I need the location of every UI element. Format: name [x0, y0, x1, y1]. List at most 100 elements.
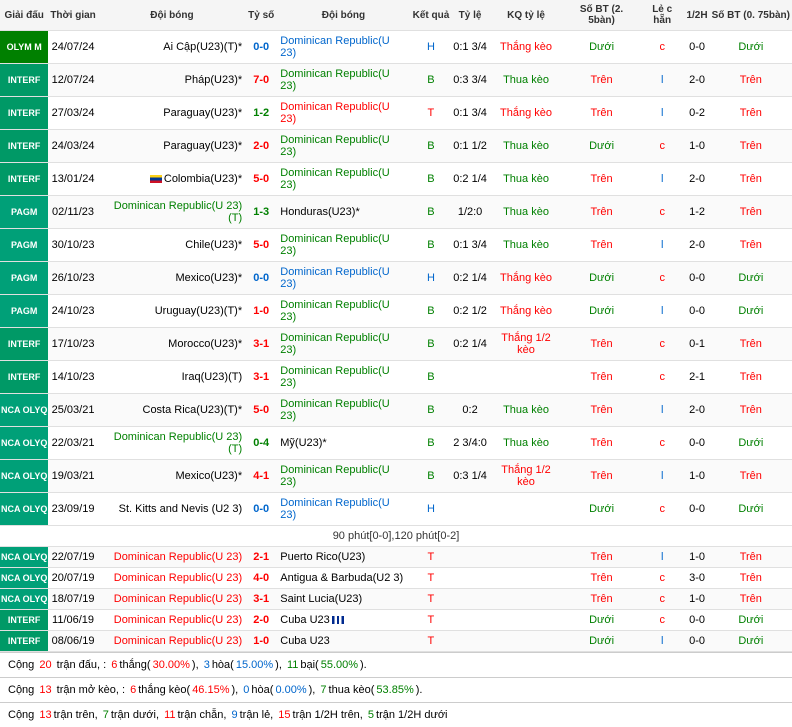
oddeven-cell: l [640, 547, 685, 568]
col-header-11[interactable]: Số BT (0. 75bàn) [710, 0, 792, 31]
home-team[interactable]: Dominican Republic(U 23)(T) [98, 196, 246, 229]
match-row[interactable]: PAGM26/10/23Mexico(U23)*0-0Dominican Rep… [0, 262, 792, 295]
match-row[interactable]: NCA OLYQ25/03/21Costa Rica(U23)(T)*5-0Do… [0, 394, 792, 427]
competition-badge[interactable]: INTERF [0, 163, 48, 196]
match-row[interactable]: OLYM M24/07/24Ai Cập(U23)(T)*0-0Dominica… [0, 31, 792, 64]
match-row[interactable]: INTERF13/01/24Colombia(U23)*5-0Dominican… [0, 163, 792, 196]
col-header-2[interactable]: Đội bóng [98, 0, 246, 31]
match-row[interactable]: NCA OLYQ23/09/19St. Kitts and Nevis (U2 … [0, 493, 792, 526]
away-team[interactable]: Dominican Republic(U 23) [276, 493, 410, 526]
home-team[interactable]: Dominican Republic(U 23) [98, 568, 246, 589]
ht-score-cell: 0-0 [684, 493, 709, 526]
away-team[interactable]: Dominican Republic(U 23) [276, 130, 410, 163]
result-cell: T [411, 547, 452, 568]
date-cell: 24/03/24 [48, 130, 97, 163]
result-cell: B [411, 328, 452, 361]
competition-badge[interactable]: INTERF [0, 631, 48, 652]
home-team[interactable]: Mexico(U23)* [98, 262, 246, 295]
away-team[interactable]: Dominican Republic(U 23) [276, 394, 410, 427]
col-header-8[interactable]: Số BT (2. 5bàn) [563, 0, 640, 31]
home-team[interactable]: Dominican Republic(U 23) [98, 589, 246, 610]
away-team[interactable]: Honduras(U23)* [276, 196, 410, 229]
col-header-10[interactable]: 1/2H [684, 0, 709, 31]
competition-badge[interactable]: PAGM [0, 262, 48, 295]
match-row[interactable]: INTERF08/06/19Dominican Republic(U 23)1-… [0, 631, 792, 652]
away-team[interactable]: Saint Lucia(U23) [276, 589, 410, 610]
home-team[interactable]: St. Kitts and Nevis (U2 3) [98, 493, 246, 526]
match-row[interactable]: PAGM24/10/23Uruguay(U23)(T)*1-0Dominican… [0, 295, 792, 328]
match-row[interactable]: INTERF17/10/23Morocco(U23)*3-1Dominican … [0, 328, 792, 361]
competition-badge[interactable]: PAGM [0, 229, 48, 262]
home-team[interactable]: Pháp(U23)* [98, 64, 246, 97]
home-team[interactable]: Dominican Republic(U 23) [98, 547, 246, 568]
away-team[interactable]: Cuba U23 [276, 610, 410, 631]
match-row[interactable]: INTERF14/10/23Iraq(U23)(T)3-1Dominican R… [0, 361, 792, 394]
competition-badge[interactable]: NCA OLYQ [0, 460, 48, 493]
away-team[interactable]: Dominican Republic(U 23) [276, 97, 410, 130]
competition-badge[interactable]: NCA OLYQ [0, 493, 48, 526]
col-header-6[interactable]: Tỷ lệ [451, 0, 489, 31]
match-row[interactable]: PAGM02/11/23Dominican Republic(U 23)(T)1… [0, 196, 792, 229]
home-team[interactable]: Colombia(U23)* [98, 163, 246, 196]
competition-badge[interactable]: NCA OLYQ [0, 427, 48, 460]
home-team[interactable]: Uruguay(U23)(T)* [98, 295, 246, 328]
match-row[interactable]: NCA OLYQ18/07/19Dominican Republic(U 23)… [0, 589, 792, 610]
away-team[interactable]: Dominican Republic(U 23) [276, 295, 410, 328]
competition-badge[interactable]: INTERF [0, 130, 48, 163]
away-team[interactable]: Mỹ(U23)* [276, 427, 410, 460]
match-row[interactable]: INTERF11/06/19Dominican Republic(U 23)2-… [0, 610, 792, 631]
competition-badge[interactable]: INTERF [0, 610, 48, 631]
home-team[interactable]: Morocco(U23)* [98, 328, 246, 361]
competition-badge[interactable]: NCA OLYQ [0, 589, 48, 610]
competition-badge[interactable]: PAGM [0, 295, 48, 328]
home-team[interactable]: Paraguay(U23)* [98, 97, 246, 130]
away-team[interactable]: Cuba U23 [276, 631, 410, 652]
match-row[interactable]: INTERF24/03/24Paraguay(U23)*2-0Dominican… [0, 130, 792, 163]
away-team[interactable]: Dominican Republic(U 23) [276, 64, 410, 97]
home-team[interactable]: Dominican Republic(U 23) [98, 610, 246, 631]
home-team[interactable]: Mexico(U23)* [98, 460, 246, 493]
competition-badge[interactable]: INTERF [0, 361, 48, 394]
match-row[interactable]: INTERF27/03/24Paraguay(U23)*1-2Dominican… [0, 97, 792, 130]
competition-badge[interactable]: OLYM M [0, 31, 48, 64]
home-team[interactable]: Dominican Republic(U 23)(T) [98, 427, 246, 460]
away-team[interactable]: Dominican Republic(U 23) [276, 31, 410, 64]
away-team[interactable]: Dominican Republic(U 23) [276, 229, 410, 262]
away-team[interactable]: Dominican Republic(U 23) [276, 460, 410, 493]
score-cell: 5-0 [246, 163, 276, 196]
home-team[interactable]: Iraq(U23)(T) [98, 361, 246, 394]
competition-badge[interactable]: INTERF [0, 328, 48, 361]
away-team[interactable]: Antigua & Barbuda(U2 3) [276, 568, 410, 589]
away-team[interactable]: Dominican Republic(U 23) [276, 328, 410, 361]
home-team[interactable]: Paraguay(U23)* [98, 130, 246, 163]
home-team[interactable]: Ai Cập(U23)(T)* [98, 31, 246, 64]
home-team[interactable]: Chile(U23)* [98, 229, 246, 262]
col-header-3[interactable]: Tỷ số [246, 0, 276, 31]
competition-badge[interactable]: INTERF [0, 97, 48, 130]
col-header-7[interactable]: KQ tỷ lệ [489, 0, 563, 31]
match-row[interactable]: INTERF12/07/24Pháp(U23)*7-0Dominican Rep… [0, 64, 792, 97]
match-row[interactable]: NCA OLYQ22/07/19Dominican Republic(U 23)… [0, 547, 792, 568]
col-header-9[interactable]: Lẻ c hẵn [640, 0, 685, 31]
home-team[interactable]: Dominican Republic(U 23) [98, 631, 246, 652]
col-header-0[interactable]: Giải đấu [0, 0, 48, 31]
date-cell: 11/06/19 [48, 610, 97, 631]
match-row[interactable]: NCA OLYQ22/03/21Dominican Republic(U 23)… [0, 427, 792, 460]
competition-badge[interactable]: PAGM [0, 196, 48, 229]
home-team[interactable]: Costa Rica(U23)(T)* [98, 394, 246, 427]
competition-badge[interactable]: INTERF [0, 64, 48, 97]
ou25-cell: Trên [563, 427, 640, 460]
competition-badge[interactable]: NCA OLYQ [0, 394, 48, 427]
competition-badge[interactable]: NCA OLYQ [0, 547, 48, 568]
match-row[interactable]: NCA OLYQ20/07/19Dominican Republic(U 23)… [0, 568, 792, 589]
match-row[interactable]: NCA OLYQ19/03/21Mexico(U23)*4-1Dominican… [0, 460, 792, 493]
away-team[interactable]: Dominican Republic(U 23) [276, 163, 410, 196]
away-team[interactable]: Dominican Republic(U 23) [276, 262, 410, 295]
col-header-1[interactable]: Thời gian [48, 0, 97, 31]
col-header-5[interactable]: Kết quả [411, 0, 452, 31]
match-row[interactable]: PAGM30/10/23Chile(U23)*5-0Dominican Repu… [0, 229, 792, 262]
away-team[interactable]: Dominican Republic(U 23) [276, 361, 410, 394]
competition-badge[interactable]: NCA OLYQ [0, 568, 48, 589]
col-header-4[interactable]: Đội bóng [276, 0, 410, 31]
away-team[interactable]: Puerto Rico(U23) [276, 547, 410, 568]
